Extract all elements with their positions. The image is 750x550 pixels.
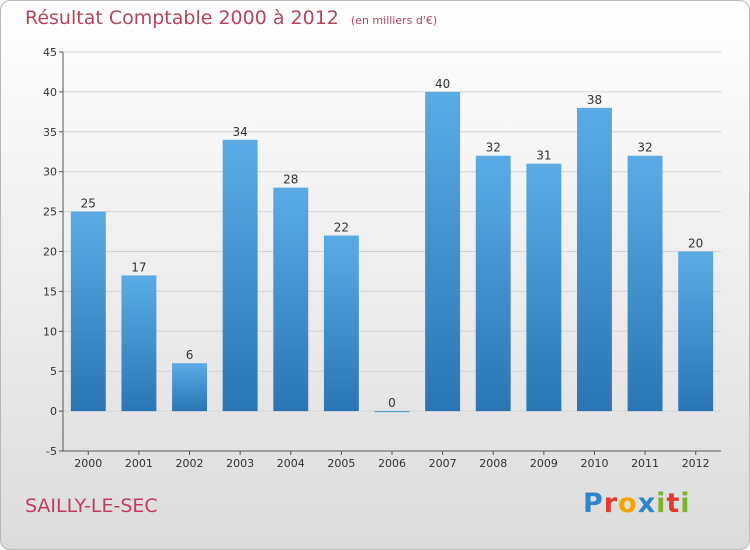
logo-letter: x	[637, 488, 657, 519]
bar-value-label: 28	[283, 173, 298, 187]
bar-value-label: 32	[486, 141, 501, 155]
logo-letter: o	[618, 488, 638, 519]
chart-title: Résultat Comptable 2000 à 2012	[25, 7, 339, 29]
x-tick-label: 2007	[429, 457, 457, 470]
bars	[70, 91, 714, 413]
bar	[425, 91, 461, 412]
bar-value-label: 32	[637, 141, 652, 155]
bar	[121, 275, 157, 412]
y-tick-label: -5	[46, 445, 57, 458]
y-tick-label: 5	[50, 365, 57, 378]
bar-value-label: 0	[388, 396, 396, 410]
logo-letter: i	[656, 488, 667, 519]
x-tick-label: 2002	[176, 457, 204, 470]
x-tick-label: 2011	[631, 457, 659, 470]
x-tick-label: 2006	[378, 457, 406, 470]
x-tick-label: 2004	[277, 457, 305, 470]
y-tick-label: 10	[43, 325, 57, 338]
bar	[323, 235, 359, 412]
y-tick-label: 40	[43, 86, 57, 99]
bar	[70, 211, 106, 412]
grid-lines	[59, 51, 721, 452]
title-block: Résultat Comptable 2000 à 2012 (en millie…	[25, 7, 437, 29]
y-tick-label: 45	[43, 46, 57, 59]
bar-value-label: 20	[688, 237, 703, 251]
bar-value-label: 34	[233, 125, 248, 139]
logo-letter: r	[603, 488, 619, 519]
x-tick-label: 2000	[74, 457, 102, 470]
bar-value-label: 6	[186, 348, 194, 362]
bar-value-label: 22	[334, 221, 349, 235]
chart-subtitle: (en milliers d'€)	[350, 14, 438, 27]
bar-value-label: 31	[536, 149, 551, 163]
x-tick-label: 2003	[226, 457, 254, 470]
bar	[273, 187, 309, 412]
y-tick-label: 0	[50, 405, 57, 418]
commune-name: SAILLY-LE-SEC	[25, 495, 158, 517]
y-tick-label: 35	[43, 126, 57, 139]
bar-value-label: 25	[81, 197, 96, 211]
logo-letter: t	[666, 488, 681, 519]
bar	[627, 155, 663, 412]
x-tick-label: 2008	[479, 457, 507, 470]
y-tick-label: 20	[43, 246, 57, 259]
bar	[374, 411, 410, 413]
y-tick-label: 30	[43, 166, 57, 179]
bar	[475, 155, 511, 412]
x-tick-labels: 2000 2001 2002 2003 2004 2005 2006 2007 2008 2009…	[74, 451, 710, 470]
y-tick-label: 25	[43, 206, 57, 219]
bar-value-label: 40	[435, 77, 450, 91]
bar	[222, 139, 258, 412]
x-tick-label: 2009	[530, 457, 558, 470]
logo-letter: P	[583, 488, 604, 519]
bar-value-label: 38	[587, 93, 602, 107]
x-tick-label: 2001	[125, 457, 153, 470]
proxiti-logo: Proxiti	[583, 488, 691, 519]
bar	[576, 107, 612, 412]
x-tick-label: 2012	[682, 457, 710, 470]
y-tick-labels: -5 0 5 10 15 20 25 30 35 40 45	[43, 46, 57, 458]
value-labels: 25 17 6 34 28 22 0 40 32 31 38 32 20	[81, 77, 704, 410]
y-tick-label: 15	[43, 285, 57, 298]
bar	[678, 251, 714, 412]
x-tick-label: 2005	[327, 457, 355, 470]
bar-value-label: 17	[131, 260, 146, 274]
bar	[172, 363, 208, 412]
bar	[526, 163, 562, 412]
x-tick-label: 2010	[580, 457, 608, 470]
logo-letter: i	[680, 488, 691, 519]
